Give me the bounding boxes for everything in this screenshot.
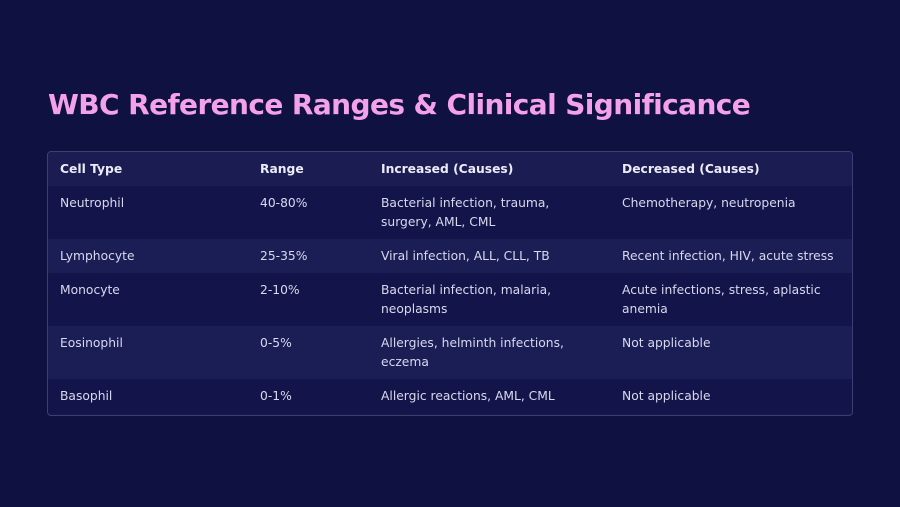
table-row: Eosinophil 0-5% Allergies, helminth infe… — [48, 326, 852, 379]
cell-range: 40-80% — [260, 196, 308, 210]
cell-increased: Bacterial infection, trauma, surgery, AM… — [381, 196, 550, 229]
cell-range: 2-10% — [260, 283, 300, 297]
wbc-reference-table: Cell Type Range Increased (Causes) Decre… — [48, 152, 852, 413]
table-row: Neutrophil 40-80% Bacterial infection, t… — [48, 186, 852, 239]
cell-decreased: Chemotherapy, neutropenia — [622, 196, 796, 210]
cell-decreased: Acute infections, stress, aplastic anemi… — [622, 283, 821, 316]
header-decreased-causes: Decreased (Causes) — [622, 162, 760, 176]
cell-decreased: Not applicable — [622, 336, 711, 350]
page-title: WBC Reference Ranges & Clinical Signific… — [48, 88, 751, 121]
cell-type: Lymphocyte — [60, 249, 135, 263]
table-row: Monocyte 2-10% Bacterial infection, mala… — [48, 273, 852, 326]
cell-type: Neutrophil — [60, 196, 125, 210]
cell-type: Basophil — [60, 389, 113, 403]
cell-range: 25-35% — [260, 249, 308, 263]
cell-decreased: Not applicable — [622, 389, 711, 403]
wbc-table-container: Cell Type Range Increased (Causes) Decre… — [47, 151, 853, 416]
table-row: Basophil 0-1% Allergic reactions, AML, C… — [48, 379, 852, 413]
table-header-row: Cell Type Range Increased (Causes) Decre… — [48, 152, 852, 186]
cell-range: 0-1% — [260, 389, 292, 403]
table-row: Lymphocyte 25-35% Viral infection, ALL, … — [48, 239, 852, 273]
cell-range: 0-5% — [260, 336, 292, 350]
header-increased-causes: Increased (Causes) — [381, 162, 514, 176]
cell-increased: Viral infection, ALL, CLL, TB — [381, 249, 550, 263]
cell-increased: Allergic reactions, AML, CML — [381, 389, 555, 403]
cell-increased: Allergies, helminth infections, eczema — [381, 336, 564, 369]
cell-decreased: Recent infection, HIV, acute stress — [622, 249, 834, 263]
cell-increased: Bacterial infection, malaria, neoplasms — [381, 283, 552, 316]
header-range: Range — [260, 162, 304, 176]
cell-type: Monocyte — [60, 283, 120, 297]
header-cell-type: Cell Type — [60, 162, 123, 176]
cell-type: Eosinophil — [60, 336, 123, 350]
